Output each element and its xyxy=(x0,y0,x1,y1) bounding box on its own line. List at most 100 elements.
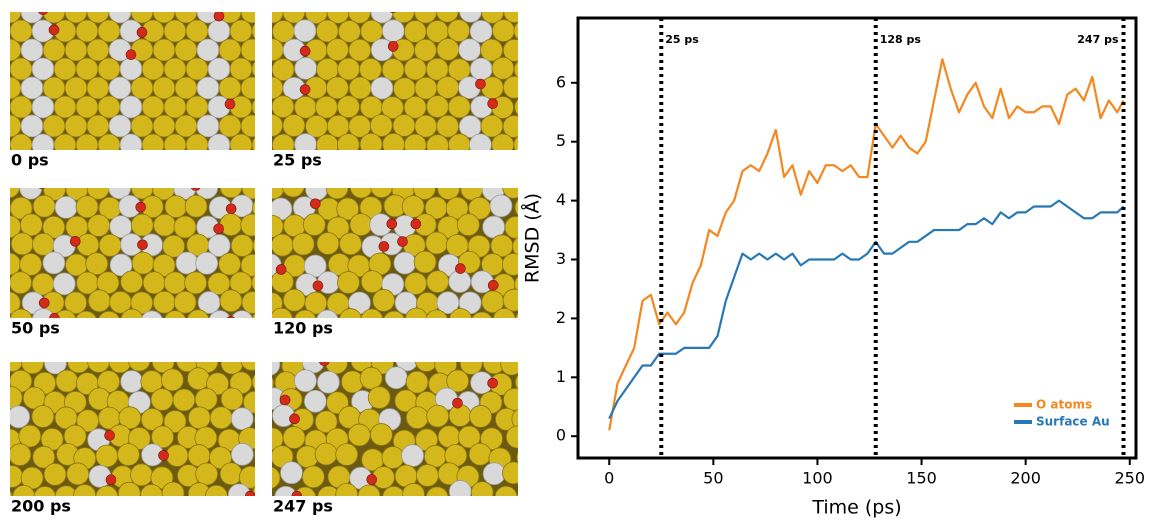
au-atom xyxy=(98,310,120,318)
au-adatom xyxy=(207,133,231,150)
au-atom xyxy=(447,19,471,42)
au-atom xyxy=(414,38,437,62)
au-atom xyxy=(412,188,436,200)
au-atom xyxy=(185,19,209,43)
au-adatom xyxy=(469,57,493,81)
au-atom xyxy=(339,232,362,256)
o-atom xyxy=(387,41,399,52)
au-atom xyxy=(164,310,186,318)
au-atom xyxy=(471,332,493,354)
au-atom xyxy=(438,152,460,174)
au-atom xyxy=(33,486,57,496)
au-atom xyxy=(503,388,518,411)
au-atom xyxy=(294,309,317,318)
au-atom xyxy=(209,406,233,430)
x-tick-label: 250 xyxy=(1114,469,1145,488)
au-adatom xyxy=(525,500,547,522)
o-atom xyxy=(378,241,390,252)
au-atom xyxy=(186,0,208,4)
au-atom xyxy=(425,486,449,496)
au-atom xyxy=(272,12,284,24)
y-tick-label: 4 xyxy=(556,190,566,209)
au-atom xyxy=(130,12,154,24)
au-atom xyxy=(240,114,255,138)
au-atom xyxy=(131,153,153,175)
au-atom xyxy=(436,505,458,523)
au-atom xyxy=(516,451,518,464)
au-atom xyxy=(528,350,550,372)
au-atom xyxy=(240,12,255,24)
au-atom xyxy=(383,310,405,318)
au-atom xyxy=(251,98,255,116)
au-atom xyxy=(505,425,518,449)
x-axis-title: Time (ps) xyxy=(811,497,901,519)
o-atom xyxy=(224,98,236,110)
au-atom xyxy=(54,0,76,4)
au-adatom xyxy=(108,12,132,24)
au-adatom xyxy=(207,57,231,81)
annotation-label: 128 ps xyxy=(880,33,922,46)
au-atom xyxy=(162,234,186,258)
au-adatom xyxy=(52,272,76,296)
au-atom xyxy=(65,153,87,175)
au-atom xyxy=(160,368,184,392)
au-atom xyxy=(163,57,187,81)
au-atom xyxy=(53,95,77,119)
au-adatom xyxy=(303,389,327,413)
au-atom xyxy=(252,238,255,253)
au-atom xyxy=(55,369,79,393)
au-atom xyxy=(87,153,109,175)
au-atom xyxy=(317,485,340,496)
au-atom xyxy=(336,133,360,150)
au-atom xyxy=(0,444,8,466)
au-atom xyxy=(10,362,24,372)
au-atom xyxy=(414,12,437,24)
au-atom xyxy=(172,388,196,412)
au-atom xyxy=(492,19,515,42)
au-atom xyxy=(98,330,120,352)
au-atom xyxy=(241,153,263,175)
au-atom xyxy=(435,12,459,23)
au-adatom xyxy=(141,310,163,318)
au-adatom xyxy=(207,19,231,43)
o-atom xyxy=(309,198,321,210)
au-atom xyxy=(118,406,142,430)
au-atom xyxy=(153,153,175,175)
o-atom xyxy=(137,239,148,251)
o-atom xyxy=(104,430,115,441)
au-atom xyxy=(195,462,219,486)
legend-label: O atoms xyxy=(1036,398,1092,412)
au-atom xyxy=(492,307,516,318)
au-atom xyxy=(164,0,186,4)
o-atom xyxy=(387,163,397,173)
au-atom xyxy=(252,200,255,216)
au-atom xyxy=(512,236,518,257)
au-atom xyxy=(238,465,255,489)
au-adatom xyxy=(384,366,408,390)
au-adatom xyxy=(210,334,232,356)
au-atom xyxy=(219,153,241,175)
au-atom xyxy=(423,444,447,468)
au-atom xyxy=(382,132,405,150)
au-atom xyxy=(349,213,373,237)
au-atom xyxy=(302,213,326,236)
series-line xyxy=(608,199,1125,420)
au-atom xyxy=(230,234,254,257)
au-atom xyxy=(406,159,428,181)
annotation-label: 247 ps xyxy=(1077,33,1119,46)
au-atom xyxy=(218,252,242,276)
y-tick-label: 0 xyxy=(556,426,566,445)
au-adatom xyxy=(108,114,132,138)
au-adatom xyxy=(32,308,55,318)
au-atom xyxy=(445,196,469,220)
au-atom xyxy=(10,142,11,148)
x-tick-label: 0 xyxy=(604,469,614,488)
au-atom xyxy=(357,484,381,496)
au-atom xyxy=(10,38,22,62)
au-atom xyxy=(516,158,538,180)
au-atom xyxy=(360,156,382,178)
au-atom xyxy=(86,76,110,100)
o-atom xyxy=(48,24,60,36)
au-atom xyxy=(174,38,198,62)
